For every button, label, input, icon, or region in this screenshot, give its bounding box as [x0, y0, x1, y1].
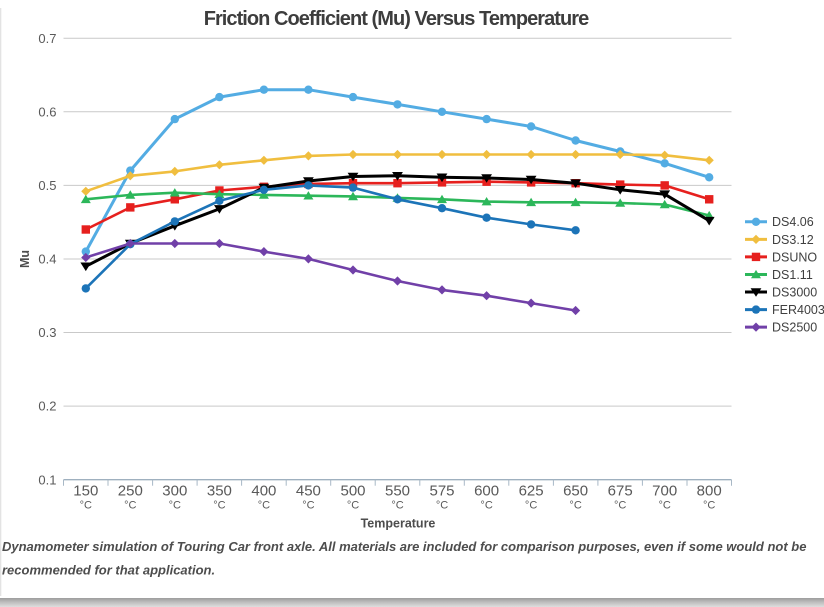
svg-text:0.7: 0.7	[38, 31, 56, 46]
svg-text:350: 350	[207, 482, 232, 499]
svg-text:0.1: 0.1	[38, 472, 56, 487]
svg-text:DS2500: DS2500	[772, 321, 817, 335]
svg-text:0.2: 0.2	[38, 399, 56, 414]
svg-text:°C: °C	[525, 500, 537, 512]
svg-text:°C: °C	[659, 500, 671, 512]
svg-text:Friction Coefficient (Mu) Vers: Friction Coefficient (Mu) Versus Tempera…	[204, 8, 589, 30]
svg-text:0.3: 0.3	[38, 325, 56, 340]
svg-text:0.4: 0.4	[38, 252, 56, 267]
svg-text:Dynamometer simulation of Tour: Dynamometer simulation of Touring Car fr…	[2, 539, 806, 554]
svg-text:°C: °C	[213, 500, 225, 512]
svg-text:DS3000: DS3000	[772, 285, 817, 299]
svg-text:0.6: 0.6	[38, 104, 56, 119]
svg-text:DSUNO: DSUNO	[772, 250, 817, 264]
svg-text:°C: °C	[169, 500, 181, 512]
svg-text:150: 150	[73, 482, 98, 499]
svg-text:°C: °C	[614, 500, 626, 512]
svg-text:°C: °C	[258, 500, 270, 512]
svg-text:575: 575	[429, 482, 454, 499]
svg-text:°C: °C	[436, 500, 448, 512]
svg-text:550: 550	[385, 482, 410, 499]
svg-text:°C: °C	[703, 500, 715, 512]
svg-text:DS4.06: DS4.06	[772, 215, 814, 229]
svg-text:°C: °C	[480, 500, 492, 512]
svg-text:450: 450	[296, 482, 321, 499]
svg-text:250: 250	[118, 482, 143, 499]
svg-text:Temperature: Temperature	[361, 517, 436, 531]
svg-text:°C: °C	[569, 500, 581, 512]
svg-text:300: 300	[162, 482, 187, 499]
svg-text:FER4003: FER4003	[772, 303, 824, 317]
svg-text:DS3.12: DS3.12	[772, 233, 814, 247]
svg-text:800: 800	[697, 482, 722, 499]
svg-text:Mu: Mu	[18, 250, 32, 268]
svg-text:625: 625	[519, 482, 544, 499]
svg-text:recommended for that applicati: recommended for that application.	[2, 563, 215, 578]
svg-text:400: 400	[251, 482, 276, 499]
svg-text:500: 500	[340, 482, 365, 499]
svg-text:°C: °C	[347, 500, 359, 512]
svg-text:600: 600	[474, 482, 499, 499]
svg-text:0.5: 0.5	[38, 178, 56, 193]
svg-text:700: 700	[652, 482, 677, 499]
svg-text:675: 675	[608, 482, 633, 499]
svg-text:°C: °C	[302, 500, 314, 512]
svg-text:°C: °C	[124, 500, 136, 512]
svg-text:°C: °C	[391, 500, 403, 512]
svg-text:650: 650	[563, 482, 588, 499]
svg-text:DS1.11: DS1.11	[772, 268, 813, 282]
svg-text:°C: °C	[80, 500, 92, 512]
